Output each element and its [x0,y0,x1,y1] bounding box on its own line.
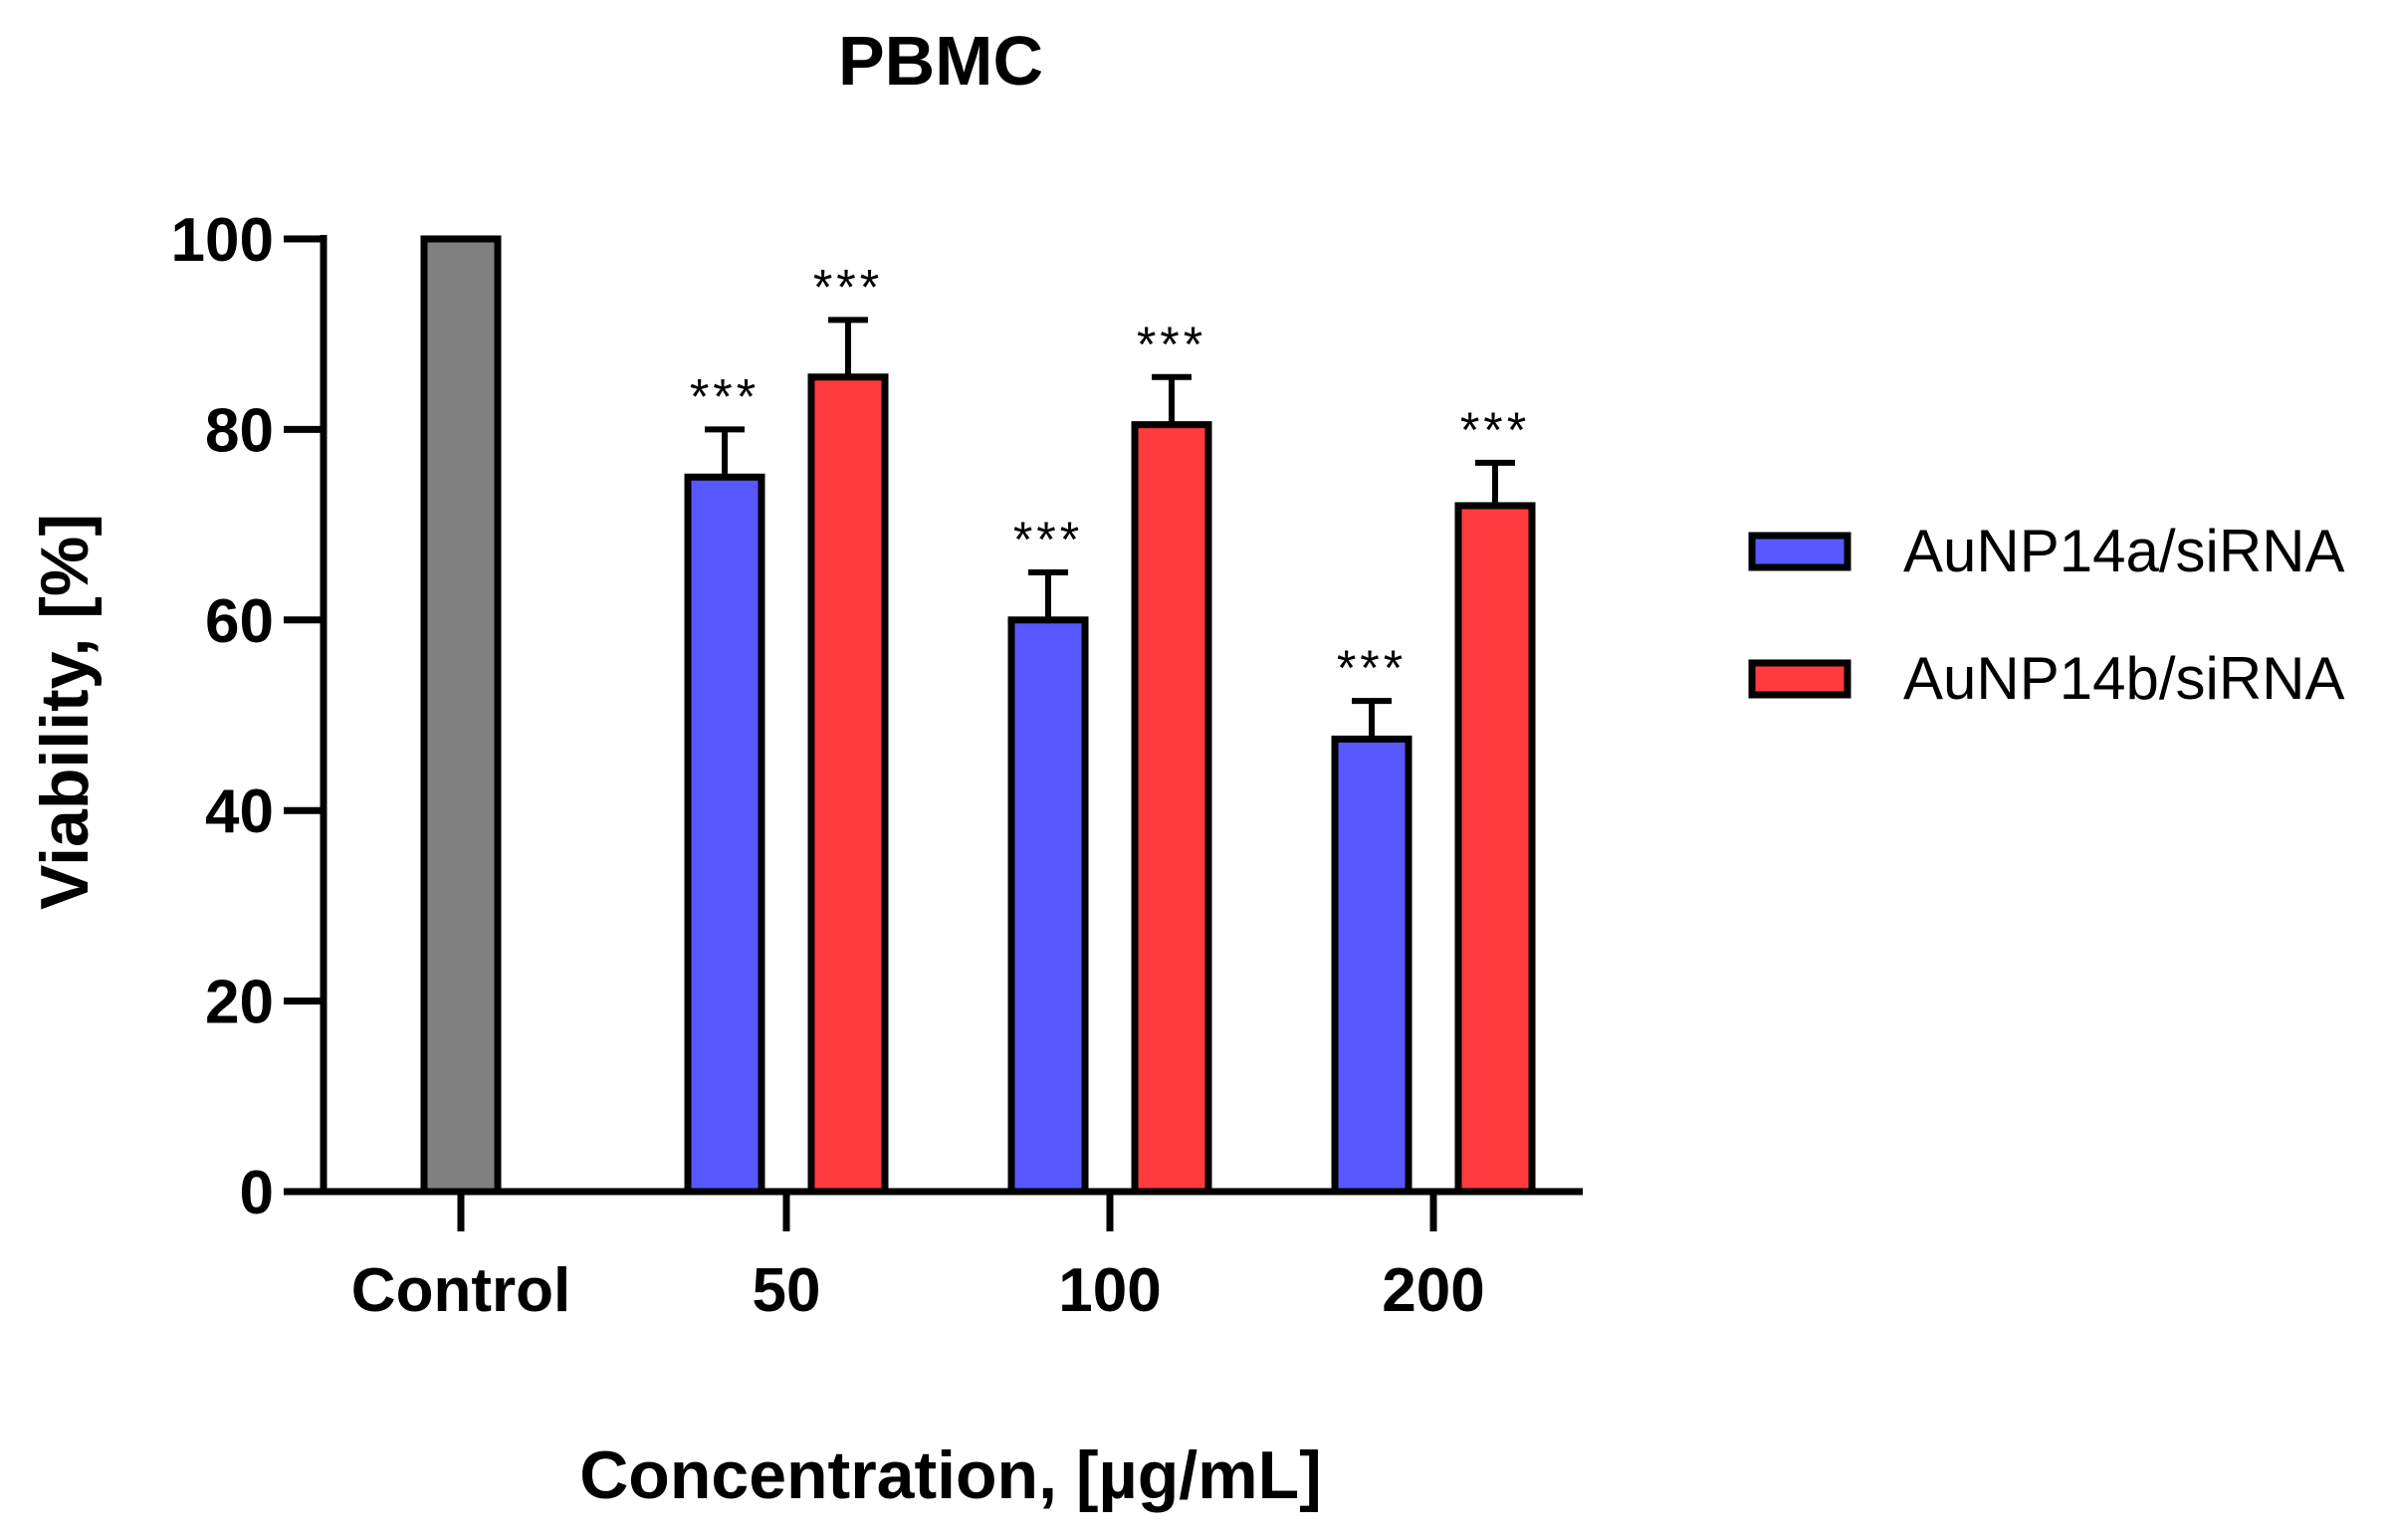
bar-aunp14a-sirna-50 [684,473,765,1196]
x-tick-label: Control [351,1256,570,1325]
y-tick-label: 0 [240,1159,274,1227]
x-tick-label: 100 [1058,1256,1161,1325]
bar-aunp14b-sirna-50 [807,373,889,1196]
y-tick-label: 40 [205,777,274,846]
legend-swatch [1748,532,1851,571]
legend-swatch [1748,659,1851,699]
y-tick-label: 20 [205,969,274,1037]
bar-aunp14a-sirna-200 [1331,735,1413,1196]
legend-label: AuNP14b/siRNA [1903,645,2345,712]
y-tick-label: 60 [205,587,274,656]
chart-title: PBMC [838,22,1043,100]
x-tick-label: 200 [1382,1256,1484,1325]
legend-label: AuNP14a/siRNA [1903,518,2345,584]
legend: AuNP14a/siRNA AuNP14b/siRNA [1748,518,2345,712]
significance-label: *** [690,368,760,424]
plot-area: 0 20 40 60 80 100 Control 50 100 200 *** *** *** *** *… [171,206,1583,1325]
bar-control [420,235,502,1196]
bar-aunp14a-sirna-100 [1007,616,1089,1196]
bar-aunp14b-sirna-200 [1454,502,1536,1196]
x-axis-label: Concentration, [µg/mL] [579,1437,1322,1513]
y-tick-label: 80 [205,396,274,465]
y-axis-label: Viability, [%] [27,514,103,910]
y-tick-label: 100 [171,206,274,275]
significance-label: *** [1137,317,1206,372]
significance-label: *** [813,259,883,315]
x-tick-label: 50 [753,1256,821,1325]
significance-label: *** [1337,640,1407,696]
bar-aunp14b-sirna-100 [1131,421,1212,1196]
significance-label: *** [1013,512,1083,567]
significance-label: *** [1460,402,1530,458]
